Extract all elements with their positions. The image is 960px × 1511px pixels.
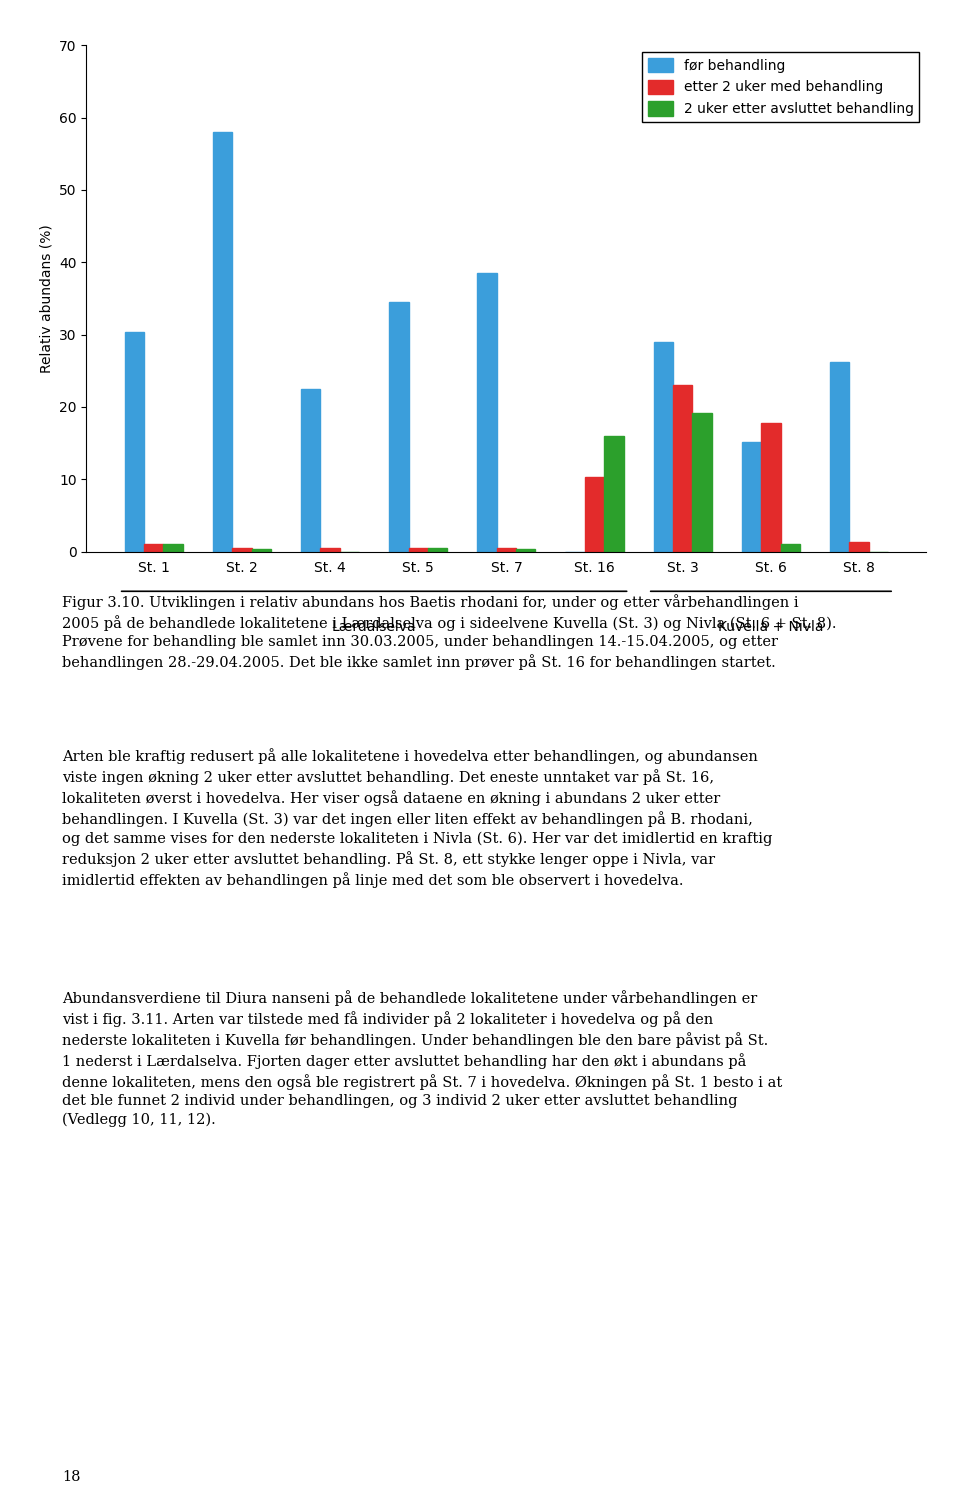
Legend: før behandling, etter 2 uker med behandling, 2 uker etter avsluttet behandling: før behandling, etter 2 uker med behandl… [642,53,920,122]
Text: Abundansverdiene til Diura nanseni på de behandlede lokalitetene under vårbehand: Abundansverdiene til Diura nanseni på de… [62,990,782,1127]
Bar [742,441,761,552]
Text: Kuvella + Nivla: Kuvella + Nivla [718,620,824,635]
Bar [850,542,869,552]
Bar [428,548,447,552]
Text: 18: 18 [62,1470,81,1484]
Bar [252,548,271,552]
Bar [321,548,340,552]
Bar [389,302,409,552]
Text: Arten ble kraftig redusert på alle lokalitetene i hovedelva etter behandlingen, : Arten ble kraftig redusert på alle lokal… [62,748,773,888]
Bar [477,273,496,552]
Y-axis label: Relativ abundans (%): Relativ abundans (%) [39,224,54,373]
Bar [692,413,712,552]
Bar [673,385,692,552]
Bar [213,131,232,552]
Bar [654,341,673,552]
Bar [496,548,516,552]
Bar [585,477,604,552]
Bar [409,548,428,552]
Bar [300,388,321,552]
Bar [780,544,800,552]
Bar [516,548,536,552]
Bar [830,363,850,552]
Bar [604,435,624,552]
Bar [761,423,780,552]
Bar [144,544,163,552]
Text: Figur 3.10. Utviklingen i relativ abundans hos Baetis rhodani for, under og ette: Figur 3.10. Utviklingen i relativ abunda… [62,594,837,671]
Text: Lærdalselva: Lærdalselva [332,620,417,635]
Bar [232,548,252,552]
Bar [125,332,144,552]
Bar [163,544,182,552]
